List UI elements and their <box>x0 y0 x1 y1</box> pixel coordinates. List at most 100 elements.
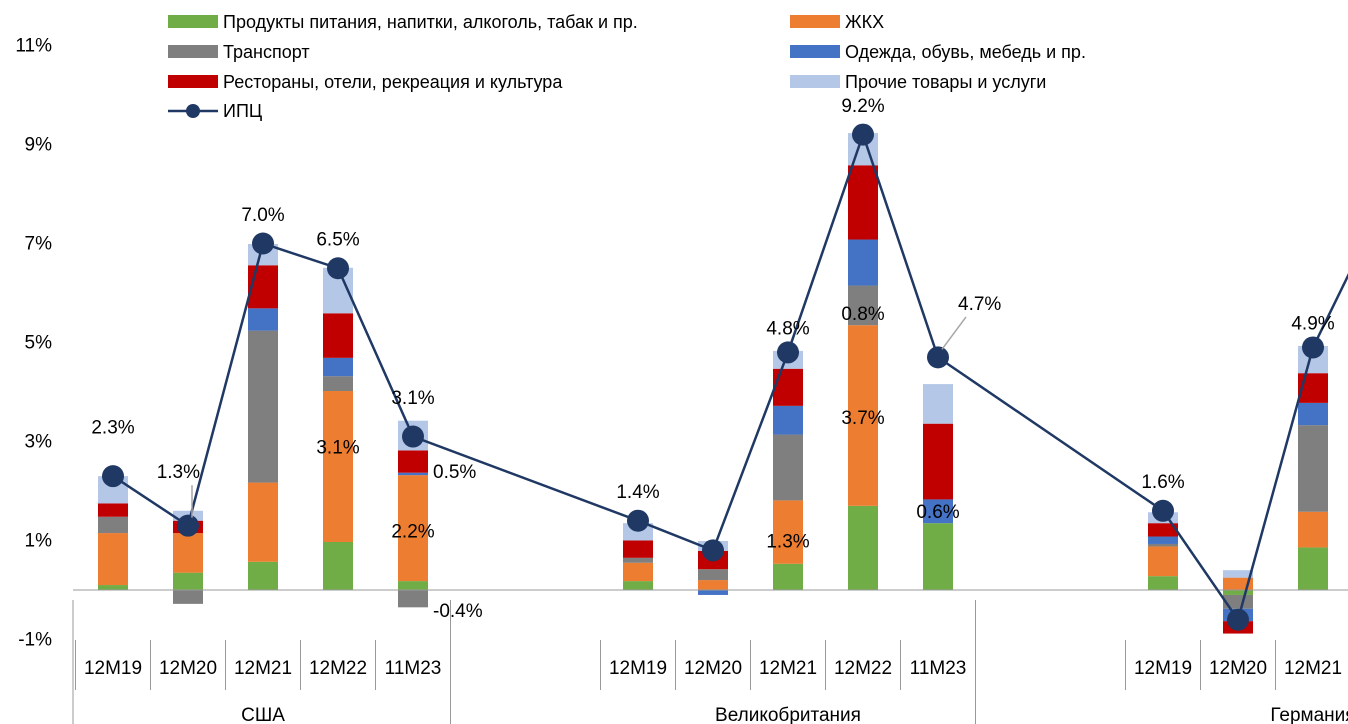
y-tick-label: 11% <box>15 36 52 57</box>
x-category-label: 12M21 <box>759 658 817 679</box>
y-tick-label: 1% <box>25 531 53 552</box>
cpi-point <box>852 123 874 146</box>
bar-segment <box>623 562 653 582</box>
y-axis-tick-labels: -1% 1% 3% 5% 7% 9% 11% <box>15 36 52 651</box>
data-label: 4.8% <box>766 319 809 340</box>
bar-segment <box>248 330 278 483</box>
bar-segment <box>848 505 878 590</box>
data-label: 0.8% <box>841 304 884 325</box>
data-label: 0.6% <box>916 502 959 523</box>
data-label: 6.5% <box>316 230 359 251</box>
cpi-point <box>927 346 949 369</box>
bar-segment <box>98 503 128 517</box>
cpi-point <box>627 509 649 532</box>
bar-segment <box>1223 590 1253 595</box>
x-category-label: 12M22 <box>834 658 892 679</box>
data-label: 0.5% <box>433 462 476 483</box>
data-label: 9.2% <box>841 96 884 117</box>
bar-segment <box>398 472 428 476</box>
bar-segment <box>173 533 203 573</box>
bar-segment <box>1148 523 1178 537</box>
legend-label: Прочие товары и услуги <box>845 72 1046 92</box>
legend-swatch <box>790 45 840 58</box>
data-label: 3.7% <box>841 408 884 429</box>
x-group-label: Германия <box>1270 705 1348 724</box>
bar-segment <box>1148 536 1178 544</box>
bar-segment <box>323 313 353 358</box>
bar-segment <box>923 523 953 590</box>
bar-segment <box>623 540 653 558</box>
data-label: 3.1% <box>316 437 359 458</box>
bar-segment <box>1298 402 1328 426</box>
label-leader-line <box>941 316 967 350</box>
bar-segment <box>848 239 878 286</box>
data-label: 7.0% <box>241 205 284 226</box>
x-category-label: 12M20 <box>159 658 217 679</box>
data-label: 1.3% <box>157 462 200 483</box>
bar-segment <box>98 533 128 586</box>
cpi-point <box>102 465 124 488</box>
data-label: 4.7% <box>958 294 1001 315</box>
bar-segment <box>1148 546 1178 577</box>
bar-segment <box>248 482 278 562</box>
y-tick-label: -1% <box>18 630 52 651</box>
cpi-point <box>327 257 349 280</box>
data-label: 4.9% <box>1291 314 1334 335</box>
x-category-label: 12M21 <box>1284 658 1342 679</box>
bar-segment <box>173 590 203 604</box>
legend-label: Рестораны, отели, рекреация и культура <box>223 72 563 92</box>
bar-segment <box>323 541 353 590</box>
stacked-bars <box>98 133 1328 634</box>
bar-segment <box>623 557 653 563</box>
legend-swatch <box>168 45 218 58</box>
bar-segment <box>98 585 128 590</box>
bar-segment <box>1298 425 1328 512</box>
cpi-point <box>777 341 799 364</box>
cpi-point <box>702 539 724 562</box>
x-category-label: 12M20 <box>684 658 742 679</box>
bar-segment <box>323 357 353 377</box>
cpi-line-series <box>102 123 1348 631</box>
bar-segment <box>98 516 128 534</box>
data-label: -0.4% <box>433 601 483 622</box>
x-category-label: 12M19 <box>1134 658 1192 679</box>
bar-segment <box>1223 570 1253 578</box>
bar-segment <box>248 265 278 309</box>
x-group-label: США <box>241 705 285 724</box>
bar-segment <box>398 590 428 608</box>
x-category-label: 12M22 <box>309 658 367 679</box>
cpi-point <box>1227 608 1249 631</box>
bar-segment <box>773 500 803 564</box>
legend-label: ЖКХ <box>845 12 884 32</box>
data-label: 1.4% <box>616 482 659 503</box>
y-tick-label: 5% <box>25 333 53 354</box>
legend-swatch <box>790 75 840 88</box>
legend-label: Одежда, обувь, мебедь и пр. <box>845 42 1086 62</box>
data-label: 2.2% <box>391 522 434 543</box>
legend-label: ИПЦ <box>223 101 262 121</box>
x-group-label: Великобритания <box>715 705 861 724</box>
legend-swatch <box>168 15 218 28</box>
y-tick-label: 3% <box>25 432 53 453</box>
bar-segment <box>848 285 878 326</box>
axes <box>72 589 1348 724</box>
bar-segment <box>698 590 728 595</box>
bar-segment <box>248 308 278 331</box>
legend-swatch <box>168 75 218 88</box>
bar-segment <box>698 580 728 590</box>
bar-segment <box>398 450 428 473</box>
x-category-label: 11M23 <box>385 658 442 679</box>
x-category-label: 11M23 <box>910 658 967 679</box>
bar-segment <box>698 569 728 581</box>
data-label: 2.3% <box>91 418 134 439</box>
cpi-point <box>1302 336 1324 359</box>
cpi-point <box>1152 499 1174 522</box>
bar-segment <box>1148 543 1178 547</box>
bar-segment <box>773 368 803 406</box>
bar-segment <box>1298 511 1328 548</box>
legend-label: Транспорт <box>223 42 310 62</box>
data-label: 1.3% <box>766 532 809 553</box>
bar-segment <box>773 563 803 590</box>
x-category-label: 12M20 <box>1209 658 1267 679</box>
legend: Продукты питания, напитки, алкоголь, таб… <box>168 12 1086 121</box>
